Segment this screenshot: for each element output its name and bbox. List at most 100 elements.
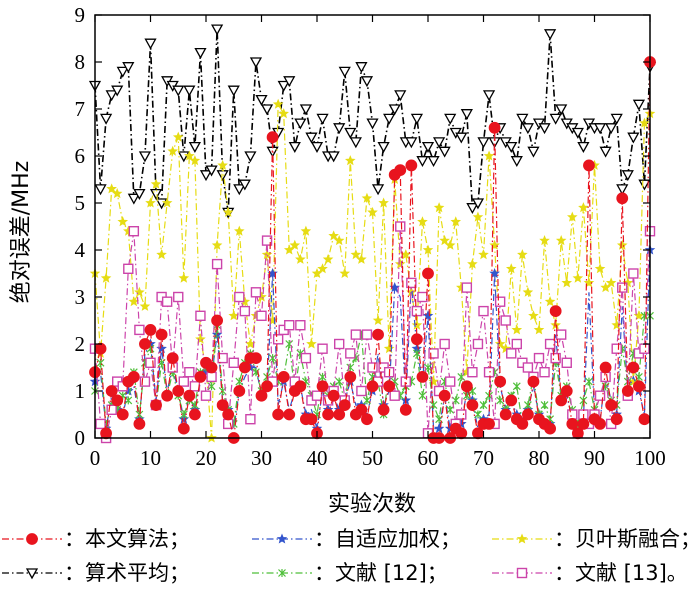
data-point bbox=[583, 159, 595, 172]
data-point bbox=[399, 403, 412, 416]
data-point bbox=[638, 179, 651, 191]
data-point bbox=[344, 370, 357, 383]
data-point bbox=[621, 170, 634, 182]
data-point bbox=[405, 159, 418, 172]
data-point bbox=[283, 76, 296, 88]
data-point bbox=[533, 324, 545, 335]
data-point bbox=[372, 328, 384, 341]
data-point bbox=[482, 90, 496, 102]
data-point bbox=[616, 184, 629, 196]
data-point bbox=[522, 408, 534, 421]
x-tick-label: 40 bbox=[307, 446, 328, 470]
data-point bbox=[383, 113, 396, 125]
data-point bbox=[305, 413, 318, 426]
data-point bbox=[466, 203, 479, 215]
data-point bbox=[455, 427, 468, 440]
data-point bbox=[311, 390, 323, 401]
data-point bbox=[161, 296, 173, 307]
x-axis-title: 实验次数 bbox=[328, 492, 416, 517]
legend-entry: ：文献 [12]； bbox=[252, 561, 448, 585]
data-point bbox=[538, 123, 551, 135]
data-point bbox=[239, 305, 251, 317]
data-point bbox=[261, 235, 273, 246]
data-point bbox=[161, 389, 174, 402]
data-point bbox=[128, 225, 140, 237]
data-point bbox=[216, 170, 229, 182]
data-point bbox=[355, 62, 368, 74]
data-point bbox=[567, 409, 578, 420]
data-point bbox=[96, 358, 105, 367]
data-point bbox=[156, 343, 167, 354]
data-point bbox=[577, 141, 590, 153]
data-point bbox=[172, 131, 184, 142]
data-point bbox=[138, 151, 152, 163]
data-point bbox=[345, 348, 356, 359]
data-point bbox=[511, 338, 522, 350]
legend-label: ：算术平均； bbox=[64, 561, 190, 585]
data-point bbox=[627, 361, 640, 374]
data-point bbox=[144, 323, 157, 336]
data-point bbox=[394, 164, 407, 177]
data-point bbox=[188, 408, 201, 421]
data-point bbox=[283, 408, 296, 421]
data-point bbox=[544, 296, 556, 307]
data-point bbox=[238, 361, 251, 374]
legend-entry: ：自适应加权； bbox=[252, 527, 461, 551]
data-point bbox=[366, 118, 379, 130]
data-point bbox=[338, 66, 351, 78]
data-point bbox=[289, 239, 301, 250]
data-point bbox=[300, 225, 312, 236]
data-point bbox=[412, 349, 421, 358]
data-point bbox=[166, 352, 179, 365]
data-point bbox=[200, 390, 212, 401]
data-point bbox=[621, 385, 634, 397]
data-point bbox=[483, 367, 495, 378]
data-point bbox=[639, 117, 650, 128]
data-point bbox=[95, 418, 106, 430]
data-point bbox=[372, 314, 384, 325]
data-point bbox=[333, 408, 346, 421]
data-point bbox=[478, 249, 489, 260]
data-point bbox=[478, 305, 489, 317]
data-point bbox=[356, 253, 367, 264]
data-point bbox=[528, 310, 539, 321]
y-tick-label: 5 bbox=[75, 191, 86, 215]
data-point bbox=[444, 113, 457, 125]
data-point bbox=[394, 90, 407, 102]
data-point bbox=[432, 137, 446, 149]
legend-label: ：本文算法； bbox=[64, 527, 190, 551]
data-point bbox=[366, 380, 379, 393]
axes: 0 10 20 30 40 50 60 70 80 90 100 0 1 2 3 4 5 6 7 8 9 bbox=[75, 3, 666, 470]
data-point bbox=[128, 296, 140, 307]
data-point bbox=[556, 329, 567, 340]
data-point bbox=[367, 206, 378, 217]
legend-marker bbox=[26, 533, 38, 545]
data-point bbox=[433, 202, 445, 213]
data-point bbox=[272, 334, 284, 345]
data-point bbox=[338, 399, 351, 412]
y-tick-label: 0 bbox=[75, 426, 86, 450]
data-point bbox=[211, 258, 223, 270]
legend-marker bbox=[25, 568, 39, 580]
y-tick-label: 9 bbox=[75, 3, 86, 27]
data-point bbox=[139, 338, 151, 350]
data-point bbox=[616, 192, 629, 205]
x-tick-label: 60 bbox=[418, 446, 439, 470]
data-point bbox=[356, 385, 367, 397]
data-point bbox=[133, 188, 146, 200]
data-point bbox=[244, 151, 257, 163]
data-point bbox=[173, 291, 184, 303]
data-point bbox=[350, 249, 362, 260]
data-point bbox=[227, 85, 240, 97]
data-point bbox=[272, 98, 284, 109]
data-point bbox=[194, 370, 207, 383]
data-point bbox=[522, 362, 534, 373]
data-point bbox=[450, 216, 462, 227]
data-point bbox=[483, 417, 495, 430]
legend-entry: ：贝叶斯融合； bbox=[492, 527, 700, 551]
data-point bbox=[133, 417, 146, 430]
data-point bbox=[184, 150, 195, 161]
data-point bbox=[428, 348, 439, 359]
data-point bbox=[533, 352, 545, 364]
data-point bbox=[617, 282, 628, 293]
